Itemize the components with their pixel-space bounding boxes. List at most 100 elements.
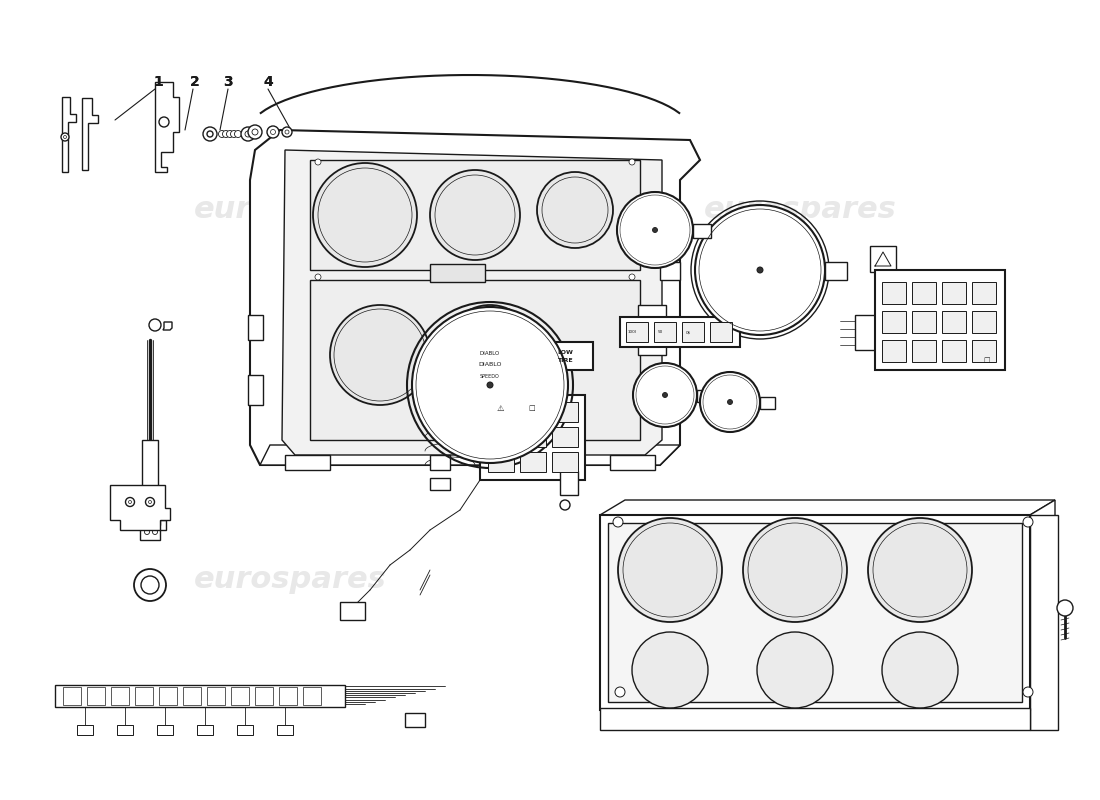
- Bar: [552, 402, 578, 422]
- Circle shape: [148, 501, 152, 503]
- Bar: [248, 375, 263, 405]
- Text: DIABLO: DIABLO: [478, 362, 502, 367]
- Text: 100l: 100l: [628, 330, 637, 334]
- Bar: [207, 687, 226, 705]
- Circle shape: [252, 129, 258, 135]
- Bar: [874, 270, 1005, 370]
- Bar: [157, 725, 173, 735]
- Bar: [430, 455, 450, 470]
- Polygon shape: [155, 82, 179, 172]
- Circle shape: [662, 393, 668, 398]
- Bar: [855, 315, 875, 350]
- Circle shape: [695, 205, 825, 335]
- Bar: [600, 708, 1030, 730]
- Polygon shape: [282, 150, 662, 455]
- Circle shape: [757, 632, 833, 708]
- Text: 2: 2: [190, 75, 200, 89]
- Bar: [610, 455, 654, 470]
- Polygon shape: [1030, 500, 1055, 710]
- Circle shape: [231, 130, 238, 138]
- Bar: [430, 264, 485, 282]
- Circle shape: [160, 117, 169, 127]
- Circle shape: [629, 274, 635, 280]
- Polygon shape: [62, 97, 76, 172]
- Circle shape: [60, 133, 69, 141]
- Circle shape: [632, 632, 708, 708]
- Polygon shape: [250, 130, 700, 465]
- Polygon shape: [600, 695, 1055, 710]
- Bar: [760, 397, 775, 409]
- Bar: [87, 687, 104, 705]
- Circle shape: [537, 172, 613, 248]
- Text: □: □: [529, 405, 536, 411]
- Bar: [552, 427, 578, 447]
- Circle shape: [267, 126, 279, 138]
- Bar: [825, 262, 847, 280]
- Circle shape: [64, 135, 66, 138]
- Circle shape: [446, 305, 535, 395]
- Circle shape: [153, 530, 157, 534]
- Circle shape: [314, 163, 417, 267]
- Bar: [142, 440, 158, 500]
- Bar: [236, 725, 253, 735]
- Bar: [626, 322, 648, 342]
- Circle shape: [248, 125, 262, 139]
- Bar: [111, 687, 129, 705]
- Circle shape: [145, 498, 154, 506]
- Circle shape: [144, 530, 150, 534]
- Bar: [942, 282, 966, 304]
- Circle shape: [330, 305, 430, 405]
- Circle shape: [868, 518, 972, 622]
- Circle shape: [617, 192, 693, 268]
- Text: TIRE: TIRE: [558, 358, 573, 363]
- Bar: [488, 452, 514, 472]
- Bar: [972, 311, 996, 333]
- Bar: [654, 322, 676, 342]
- Circle shape: [1023, 517, 1033, 527]
- Bar: [520, 452, 546, 472]
- Bar: [620, 317, 740, 347]
- Bar: [660, 262, 680, 280]
- Bar: [55, 685, 345, 707]
- Circle shape: [629, 159, 635, 165]
- Bar: [430, 478, 450, 490]
- Bar: [552, 452, 578, 472]
- Circle shape: [227, 130, 233, 138]
- Bar: [870, 246, 896, 272]
- Text: 2: 2: [190, 75, 200, 89]
- Circle shape: [487, 382, 493, 388]
- Text: DIABLO: DIABLO: [480, 351, 501, 356]
- Bar: [608, 523, 1022, 702]
- Circle shape: [282, 127, 292, 137]
- Bar: [77, 725, 94, 735]
- Bar: [638, 305, 666, 325]
- Bar: [135, 687, 153, 705]
- Bar: [912, 282, 936, 304]
- Text: 0$: 0$: [685, 330, 691, 334]
- Bar: [279, 687, 297, 705]
- Bar: [302, 687, 321, 705]
- Circle shape: [315, 274, 321, 280]
- Bar: [63, 687, 81, 705]
- Bar: [488, 402, 514, 422]
- Bar: [710, 322, 732, 342]
- Circle shape: [222, 130, 230, 138]
- Polygon shape: [163, 322, 172, 330]
- Circle shape: [757, 267, 763, 273]
- Bar: [693, 224, 711, 238]
- Text: 4: 4: [263, 75, 273, 89]
- Bar: [405, 713, 425, 727]
- Bar: [538, 342, 593, 370]
- Circle shape: [560, 500, 570, 510]
- Circle shape: [241, 127, 255, 141]
- Bar: [912, 340, 936, 362]
- Circle shape: [207, 131, 213, 137]
- Bar: [160, 687, 177, 705]
- Bar: [942, 340, 966, 362]
- Bar: [882, 340, 906, 362]
- Text: eurospares: eurospares: [704, 195, 896, 225]
- Text: ⚠: ⚠: [496, 403, 504, 413]
- Circle shape: [618, 518, 722, 622]
- Text: 3: 3: [223, 75, 233, 89]
- Circle shape: [141, 576, 160, 594]
